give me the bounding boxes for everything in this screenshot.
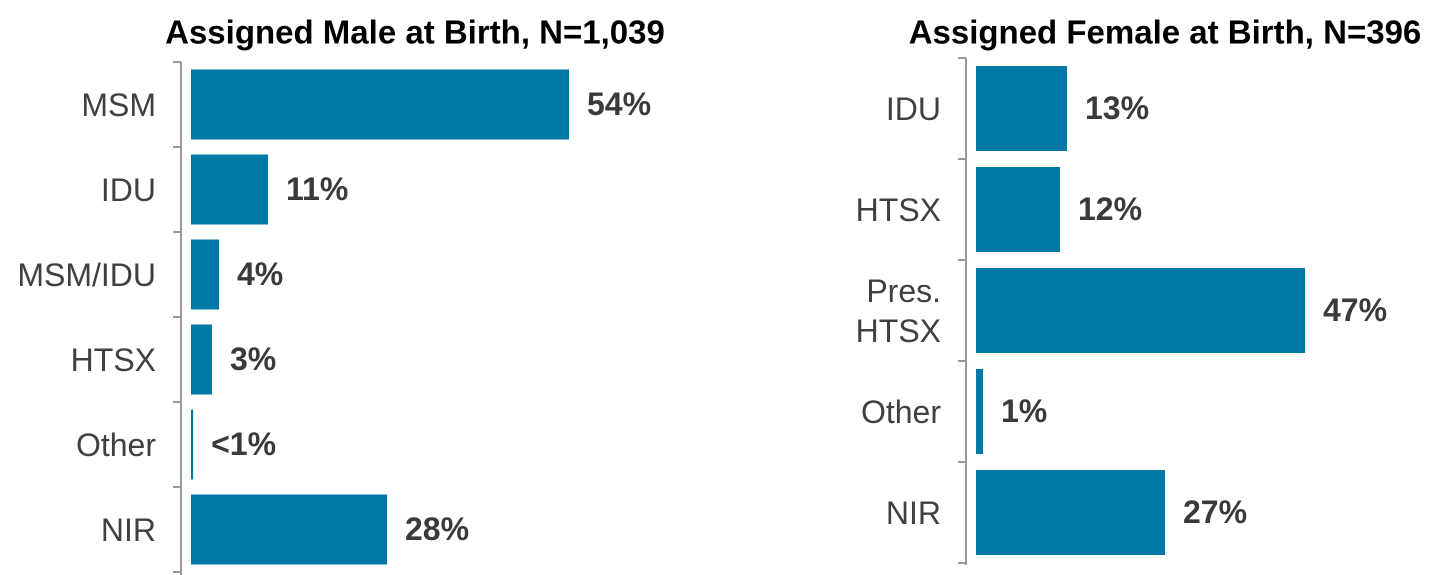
bar (191, 154, 268, 225)
bar (976, 470, 1165, 555)
category-label: MSM/IDU (17, 256, 156, 293)
bar (976, 167, 1060, 252)
value-label: 28% (405, 511, 469, 547)
category-label: Other (75, 426, 156, 463)
category-label: IDU (885, 90, 941, 127)
value-label: 3% (230, 341, 276, 377)
bar (191, 69, 569, 140)
bar (191, 239, 219, 310)
bar (976, 369, 983, 454)
value-label: 4% (237, 256, 283, 292)
bar (191, 324, 212, 395)
value-label: 27% (1183, 494, 1247, 530)
bar (191, 409, 194, 480)
chart-title: Assigned Male at Birth, N=1,039 (165, 14, 665, 51)
category-label: MSM (81, 86, 156, 123)
value-label: 11% (286, 171, 348, 207)
chart-title: Assigned Female at Birth, N=396 (909, 14, 1422, 51)
value-label: 47% (1323, 292, 1387, 328)
value-label: 12% (1078, 191, 1142, 227)
category-label: NIR (885, 494, 941, 531)
category-label: Pres. HTSX (855, 272, 941, 349)
category-label: HTSX (70, 341, 156, 378)
value-label: 13% (1085, 90, 1149, 126)
value-label: <1% (211, 426, 276, 462)
category-label: NIR (100, 511, 156, 548)
bar (191, 494, 387, 565)
category-label: Other (860, 393, 941, 430)
value-label: 1% (1001, 393, 1047, 429)
bar (976, 268, 1305, 353)
category-label: HTSX (855, 191, 941, 228)
bar (976, 66, 1067, 151)
value-label: 54% (587, 86, 651, 122)
category-label: IDU (100, 171, 156, 208)
